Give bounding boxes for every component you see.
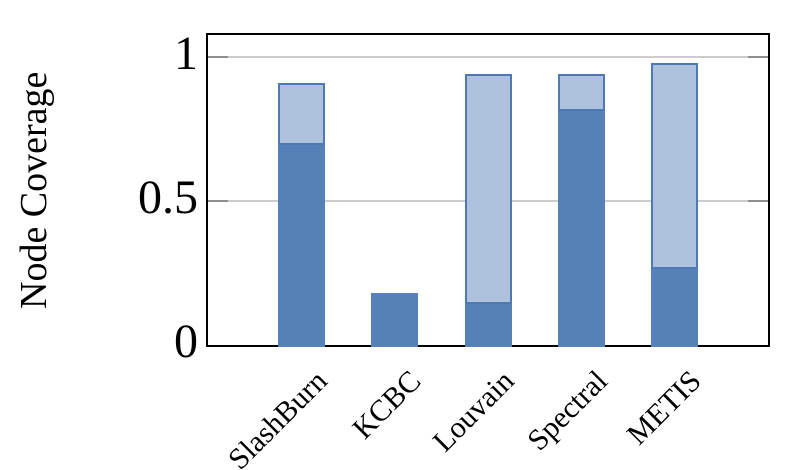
- y-tick-mark: [748, 56, 768, 58]
- plot-area: [206, 33, 770, 347]
- bar-louvain: [464, 74, 512, 347]
- bar-spectral: [557, 74, 605, 347]
- y-tick-mark: [208, 200, 228, 202]
- y-tick-mark: [748, 200, 768, 202]
- bar-metis: [651, 62, 699, 347]
- bar-segment-light: [464, 74, 512, 304]
- x-tick-label-slashburn: SlashBurn: [222, 364, 334, 470]
- x-tick-label-spectral: Spectral: [521, 364, 614, 458]
- bar-segment-light: [651, 62, 699, 270]
- bar-segment-light: [277, 82, 325, 146]
- bar-segment-dark: [371, 293, 419, 347]
- bar-segment-dark: [277, 143, 325, 347]
- y-tick-mark: [208, 56, 228, 58]
- bar-kcbc: [371, 293, 419, 347]
- x-tick-label-louvain: Louvain: [426, 364, 521, 459]
- y-tick-label-1: 1: [174, 27, 198, 80]
- bar-segment-dark: [557, 108, 605, 347]
- bar-slashburn: [277, 82, 325, 347]
- x-tick-label-metis: METIS: [620, 364, 708, 452]
- bar-segment-light: [557, 74, 605, 111]
- x-tick-label-kcbc: KCBC: [346, 364, 428, 446]
- bar-segment-dark: [464, 301, 512, 347]
- gridline-y-1: [208, 56, 768, 58]
- y-axis-label: Node Coverage: [13, 71, 55, 309]
- bar-segment-dark: [651, 267, 699, 347]
- y-tick-label-0: 0: [174, 315, 198, 368]
- y-tick-label-0.5: 0.5: [138, 171, 198, 224]
